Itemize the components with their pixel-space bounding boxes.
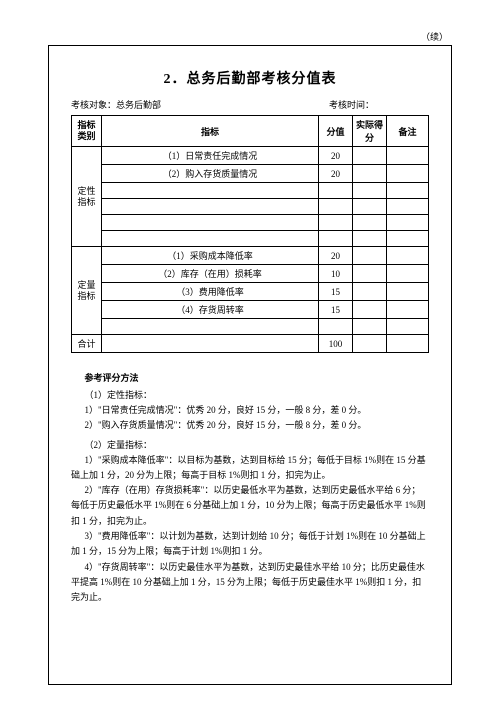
th-actual: 实际得分 [353,116,387,147]
meta-time: 考核时间： [329,98,429,111]
sub1-head: （1）定性指标： [71,388,429,401]
doc-title: 2．总务后勤部考核分值表 [71,68,429,88]
cell-ind: （2）购入存货质量情况 [102,165,319,183]
meta-subject: 考核对象：总务后勤部 [71,98,329,111]
th-category: 指标类别 [72,116,102,147]
cell-total-label: 合计 [72,335,102,353]
sub1-item2: 2）"购入存货质量情况"：优秀 20 分，良好 15 分，一般 8 分，差 0 … [71,418,429,433]
th-score: 分值 [319,116,353,147]
sub2-item4: 4）"存货周转率"：以历史最佳水平为基数，达到历史最佳水平给 10 分；比历史最… [71,560,429,606]
sub1-item1: 1）"日常责任完成情况"：优秀 20 分，良好 15 分，一般 8 分，差 0 … [71,403,429,418]
evaluation-table: 指标类别 指标 分值 实际得分 备注 定性指标 （1）日常责任完成情况 20 （… [71,115,429,353]
page-frame: 2．总务后勤部考核分值表 考核对象：总务后勤部 考核时间： 指标类别 指标 分值… [48,45,452,685]
continued-label: （续） [48,30,452,43]
sub2-item1: 1）"采购成本降低率"：以目标为基数，达到目标给 15 分；每低于目标 1%则在… [71,453,429,484]
cell-cat2: 定量指标 [72,247,102,335]
cell-total-score: 100 [319,335,353,353]
cell-score: 20 [319,147,353,165]
method-title: 参考评分方法 [71,371,429,384]
sub2-head: （2）定量指标： [71,438,429,451]
meta-row: 考核对象：总务后勤部 考核时间： [71,98,429,111]
th-indicator: 指标 [102,116,319,147]
method-section: 参考评分方法 （1）定性指标： 1）"日常责任完成情况"：优秀 20 分，良好 … [71,371,429,606]
cell-cat1: 定性指标 [72,147,102,247]
sub2-item3: 3）"费用降低率"：以计划为基数，达到计划给 10 分；每低于计划 1%则在 1… [71,529,429,560]
th-remark: 备注 [387,116,429,147]
cell-ind: （1）日常责任完成情况 [102,147,319,165]
cell-ind: （1）采购成本降低率 [102,247,319,265]
sub2-item2: 2）"库存（在用）存货损耗率"：以历史最低水平为基数，达到历史最低水平给 6 分… [71,483,429,529]
